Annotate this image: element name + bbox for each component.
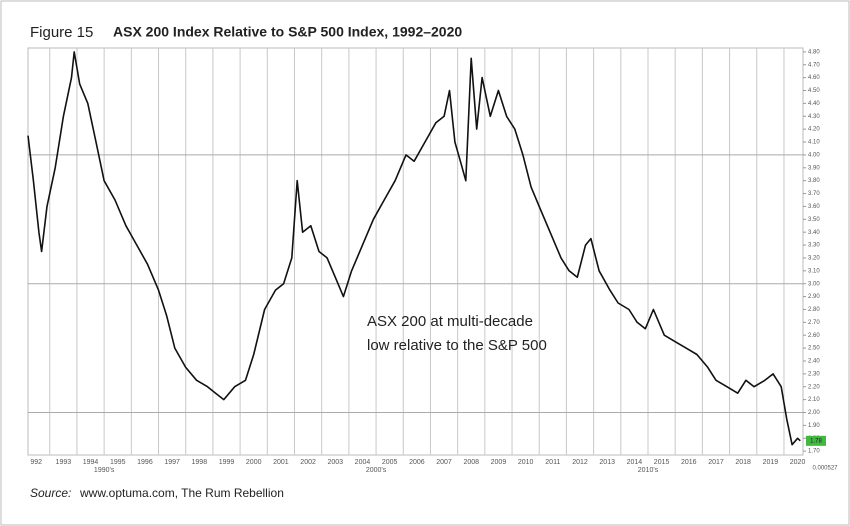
- x-tick-label: 2015: [654, 459, 670, 466]
- x-tick-label: 1993: [56, 459, 72, 466]
- y-tick-label: 2.20: [808, 384, 820, 390]
- y-tick-label: 4.60: [808, 75, 820, 81]
- x-tick-label: 2005: [382, 459, 398, 466]
- x-tick-label: 2006: [409, 459, 425, 466]
- decade-label: 2000's: [366, 467, 387, 474]
- x-tick-label: 1999: [219, 459, 235, 466]
- y-tick-label: 3.30: [808, 243, 820, 249]
- y-tick-label: 3.80: [808, 178, 820, 184]
- y-tick-label: 3.10: [808, 268, 820, 274]
- y-tick-label: 3.90: [808, 165, 820, 171]
- x-tick-label: 2008: [463, 459, 479, 466]
- y-tick-label: 4.40: [808, 101, 820, 107]
- y-tick-label: 3.50: [808, 217, 820, 223]
- decade-label: 1990's: [94, 467, 115, 474]
- x-tick-label: 2004: [355, 459, 371, 466]
- x-tick-label: 2018: [735, 459, 751, 466]
- x-tick-label: 2009: [491, 459, 507, 466]
- y-tick-label: 4.10: [808, 140, 820, 146]
- y-tick-label: 1.90: [808, 423, 820, 429]
- x-tick-label: 2020: [790, 459, 806, 466]
- x-tick-label: 1998: [192, 459, 208, 466]
- y-tick-label: 3.60: [808, 204, 820, 210]
- x-tick-label: 2019: [763, 459, 779, 466]
- y-tick-label: 4.50: [808, 88, 820, 94]
- chart-title: ASX 200 Index Relative to S&P 500 Index,…: [113, 24, 462, 40]
- y-tick-label: 4.80: [808, 49, 820, 55]
- y-tick-label: 2.30: [808, 371, 820, 377]
- plot-area: [27, 47, 804, 456]
- y-tick-label: 4.30: [808, 114, 820, 120]
- x-tick-label: 2011: [545, 459, 560, 466]
- source-label: Source:: [30, 486, 71, 500]
- annotation: low relative to the S&P 500: [367, 337, 547, 354]
- y-tick-label: 4.70: [808, 62, 820, 68]
- y-tick-label: 2.10: [808, 397, 820, 403]
- x-tick-label: 992: [30, 459, 42, 466]
- y-tick-label: 3.70: [808, 191, 820, 197]
- y-tick-label: 2.60: [808, 333, 820, 339]
- last-value-label: 1.78: [810, 438, 822, 444]
- y-tick-label: 2.70: [808, 320, 820, 326]
- last-value-box: [806, 435, 826, 446]
- x-tick-label: 2000: [246, 459, 262, 466]
- y-tick-label: 3.20: [808, 256, 820, 262]
- x-tick-label: 1996: [137, 459, 153, 466]
- x-tick-label: 1995: [110, 459, 126, 466]
- figure-label: Figure 15: [30, 24, 93, 41]
- y-tick-label: 1.70: [808, 449, 820, 455]
- line-series: [27, 51, 801, 446]
- y-tick-label: 2.40: [808, 359, 820, 365]
- annotation: ASX 200 at multi-decade: [367, 313, 533, 330]
- x-tick-label: 2002: [300, 459, 316, 466]
- x-tick-label: 1997: [164, 459, 180, 466]
- x-tick-label: 2007: [436, 459, 452, 466]
- x-tick-label: 2014: [627, 459, 643, 466]
- y-tick-label: 2.80: [808, 307, 820, 313]
- decade-label: 2010's: [638, 467, 659, 474]
- y-tick-label: 2.90: [808, 294, 820, 300]
- x-tick-label: 2016: [681, 459, 697, 466]
- x-tick-label: 2017: [708, 459, 724, 466]
- x-tick-label: 2012: [572, 459, 588, 466]
- x-tick-label: 2010: [518, 459, 534, 466]
- x-tick-label: 2001: [273, 459, 289, 466]
- source: www.optuma.com, The Rum Rebellion: [79, 486, 284, 500]
- y-tick-label: 2.50: [808, 346, 820, 352]
- y-tick-label: 4.00: [808, 152, 820, 158]
- x-tick-label: 2003: [327, 459, 343, 466]
- x-tick-label: 2013: [599, 459, 615, 466]
- y-tick-label: 3.00: [808, 281, 820, 287]
- footer-value: 0.000527: [812, 466, 838, 472]
- y-tick-label: 4.20: [808, 127, 820, 133]
- x-tick-label: 1994: [83, 459, 99, 466]
- y-tick-label: 2.00: [808, 410, 820, 416]
- y-tick-label: 3.40: [808, 230, 820, 236]
